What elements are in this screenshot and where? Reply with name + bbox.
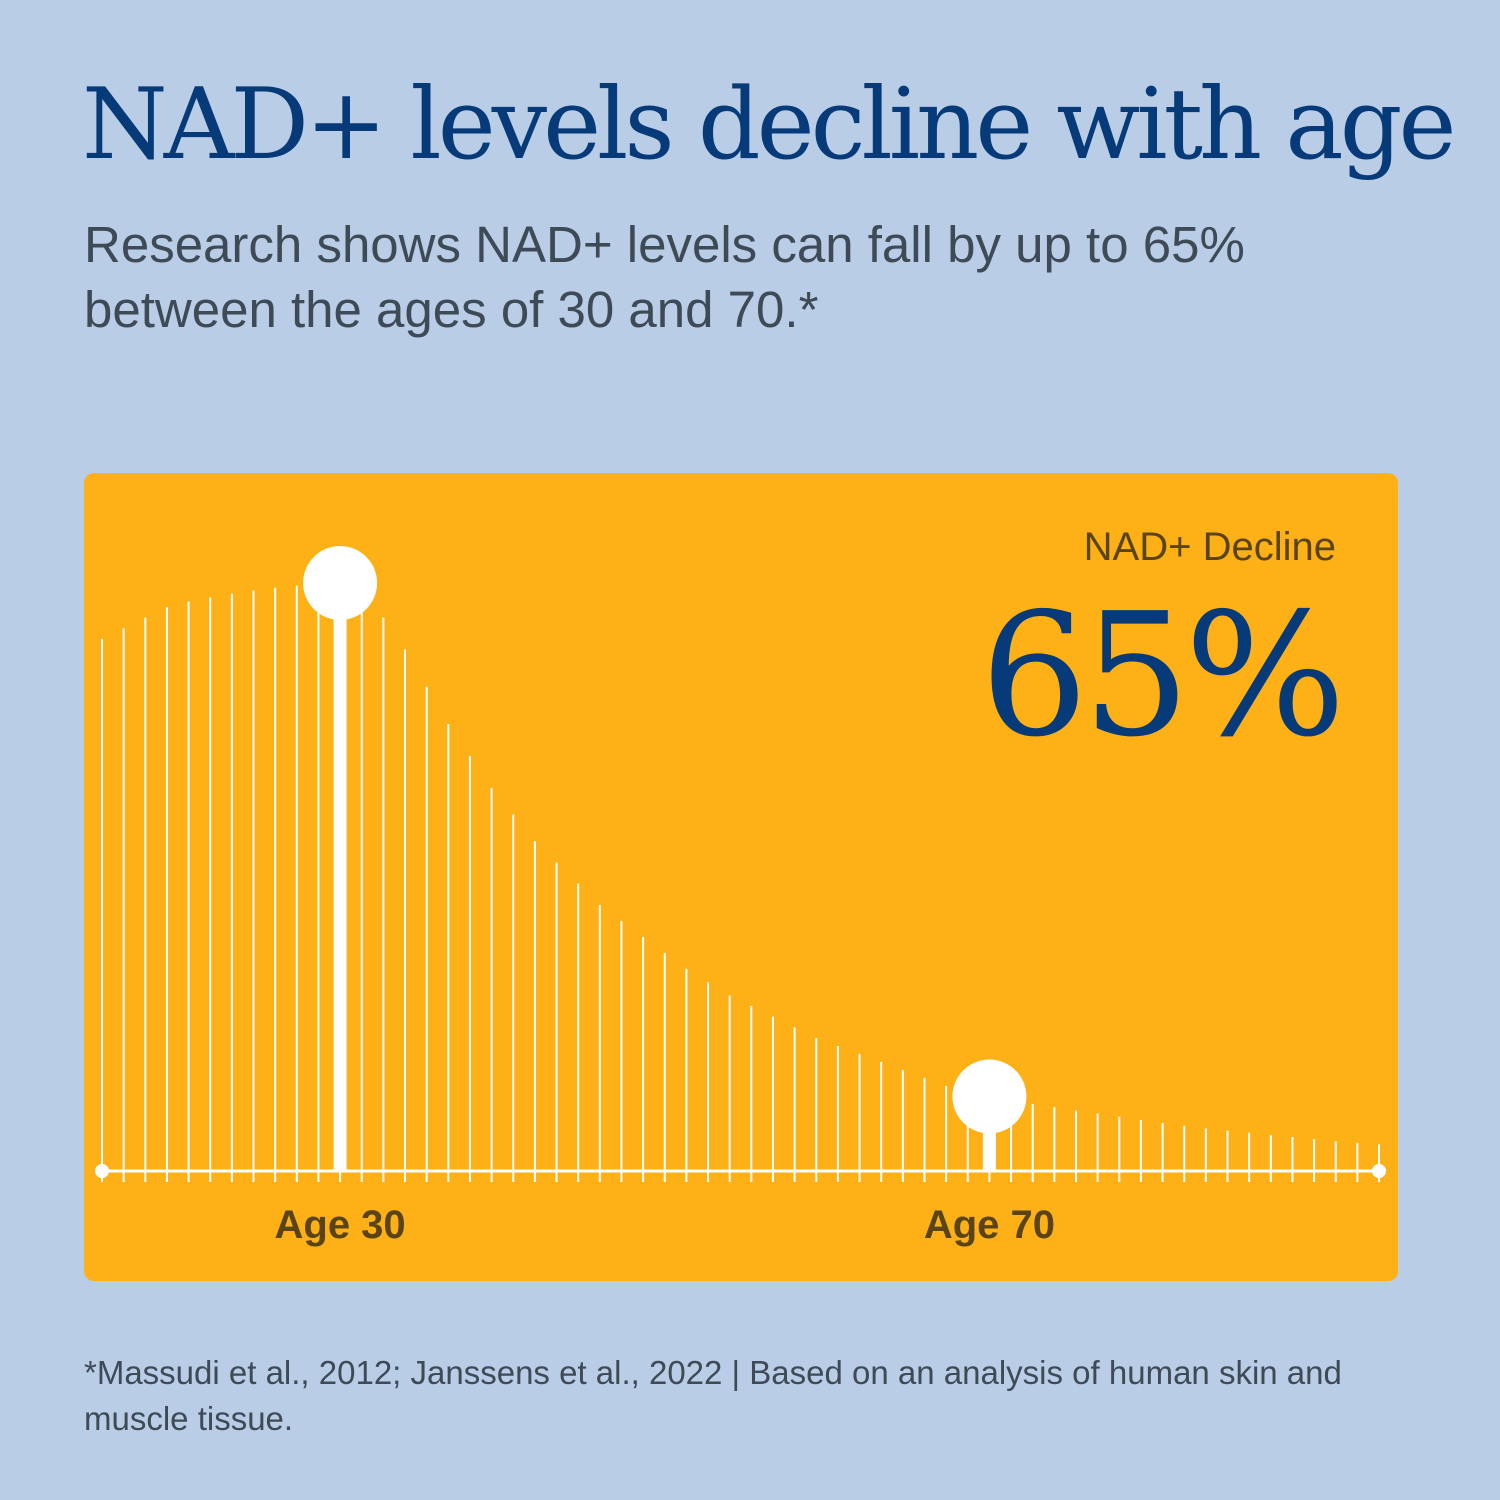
metric-value: 65% (980, 577, 1346, 775)
highlight-marker (952, 1059, 1027, 1134)
x-axis-label-age-30: Age 30 (274, 1203, 406, 1247)
x-axis-label-age-70: Age 70 (923, 1203, 1055, 1247)
page-subtitle: Research shows NAD+ levels can fall by u… (84, 216, 1245, 338)
metric-label: NAD+ Decline (1083, 525, 1336, 569)
decline-chart (95, 545, 1386, 1182)
page-title: NAD+ levels decline with age (82, 68, 1456, 182)
highlight-marker (303, 545, 378, 620)
footnote: *Massudi et al., 2012; Janssens et al., … (84, 1354, 1342, 1437)
chart-card: NAD+ Decline 65% Age 30 Age 70 (84, 473, 1398, 1281)
